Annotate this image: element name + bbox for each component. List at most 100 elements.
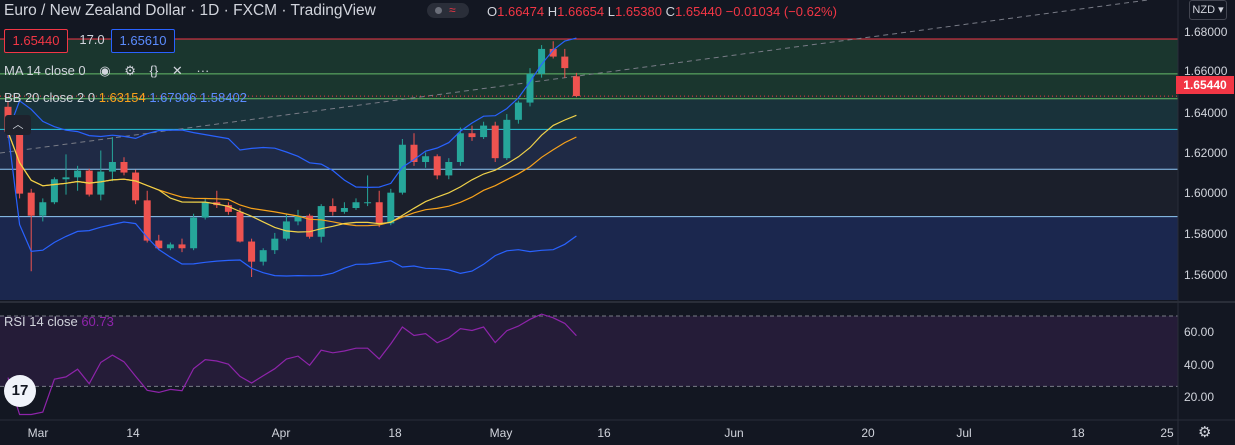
candle-body	[155, 240, 163, 249]
candle-body	[340, 208, 348, 212]
time-tick: Jun	[724, 426, 744, 440]
wave-icon: ≈	[449, 3, 456, 17]
time-tick: 25	[1160, 426, 1174, 440]
candle-body	[503, 119, 511, 159]
candle-body	[282, 221, 290, 239]
market-status-badge[interactable]: ≈	[427, 3, 469, 18]
bb-upper-value: 1.67906	[149, 90, 197, 105]
candle-body	[108, 162, 116, 172]
candle-body	[27, 192, 35, 216]
candle-body	[248, 241, 256, 262]
price-tick: 1.64000	[1184, 106, 1228, 120]
candle-body	[201, 202, 209, 218]
candle-body	[50, 179, 58, 203]
price-tick: 1.56000	[1184, 268, 1228, 282]
candle-body	[398, 144, 406, 193]
bb-basis-value: 1.63154	[98, 90, 146, 105]
candle-body	[480, 125, 488, 138]
ma-indicator-legend[interactable]: MA 14 close 0 ◉ ⚙ {} ✕ ···	[4, 63, 209, 79]
more-icon[interactable]: ···	[196, 63, 210, 78]
bb-lower-line	[7, 131, 577, 277]
symbol-title[interactable]: Euro / New Zealand Dollar · 1D · FXCM · …	[4, 2, 376, 19]
candle-body	[271, 238, 279, 251]
zone-rect	[0, 98, 1178, 130]
rsi-tick: 40.00	[1184, 358, 1215, 372]
bb-upper-line	[7, 37, 577, 189]
candle-body	[526, 73, 534, 103]
bb-indicator-legend[interactable]: BB 20 close 2 0 1.63154 1.67906 1.58402	[4, 90, 247, 105]
zone-rect	[0, 38, 1178, 99]
candle-body	[491, 125, 499, 159]
rsi-legend[interactable]: RSI 14 close 60.73	[4, 314, 114, 329]
candle-body	[97, 171, 105, 195]
rsi-band	[0, 316, 1178, 387]
bb-label: BB 20 close 2 0	[4, 90, 96, 105]
ma-line	[7, 114, 577, 233]
candle-body	[375, 202, 383, 224]
candle-body	[236, 211, 244, 242]
settings-icon[interactable]: ⚙	[124, 63, 136, 78]
rsi-line	[7, 313, 577, 416]
candle-body	[132, 172, 140, 201]
candle-body	[39, 202, 47, 216]
currency-select[interactable]: NZD ▾	[1189, 0, 1227, 20]
time-tick: Apr	[271, 426, 291, 440]
candle-body	[120, 162, 128, 173]
candle-body	[364, 202, 372, 204]
time-tick: Jul	[956, 426, 972, 440]
time-tick: 14	[126, 426, 140, 440]
candle-body	[329, 206, 337, 212]
candle-body	[74, 170, 82, 178]
price-tick: 1.68000	[1184, 25, 1228, 39]
candle-body	[456, 133, 464, 162]
time-tick: 20	[861, 426, 875, 440]
rsi-tick: 60.00	[1184, 325, 1215, 339]
candle-body	[387, 192, 395, 224]
price-tick: 1.60000	[1184, 186, 1228, 200]
close-icon[interactable]: ✕	[171, 63, 183, 78]
candle-body	[433, 156, 441, 176]
candle-body	[561, 56, 569, 69]
sell-price-button[interactable]: 1.65440	[4, 29, 68, 53]
ma-label: MA 14 close 0	[4, 63, 86, 78]
spread-value: 17.0	[79, 32, 105, 47]
collapse-legend-button[interactable]: ︿	[5, 115, 31, 135]
price-tick: 1.62000	[1184, 146, 1228, 160]
gear-icon[interactable]: ⚙	[1198, 424, 1212, 441]
eye-icon[interactable]: ◉	[99, 63, 111, 78]
buy-price-button[interactable]: 1.65610	[111, 29, 175, 53]
candle-body	[445, 162, 453, 176]
time-tick: 18	[388, 426, 402, 440]
candle-body	[306, 215, 314, 237]
price-tick: 1.66000	[1184, 64, 1228, 78]
rsi-value: 60.73	[81, 314, 114, 329]
candle-body	[259, 250, 267, 262]
candle-body	[352, 202, 360, 208]
candle-body	[62, 177, 70, 180]
candle-body	[294, 215, 302, 222]
tradingview-logo[interactable]: 17	[4, 375, 36, 407]
candle-body	[143, 200, 151, 241]
status-dot-icon	[435, 7, 442, 14]
candle-body	[190, 217, 198, 249]
candle-body	[410, 144, 418, 162]
price-tick: 1.58000	[1184, 227, 1228, 241]
candle-body	[166, 244, 174, 249]
candle-body	[224, 205, 232, 212]
candle-body	[549, 48, 557, 57]
candle-body	[317, 206, 325, 237]
zone-rect	[0, 129, 1178, 170]
rsi-tick: 20.00	[1184, 390, 1215, 404]
candle-body	[468, 133, 476, 138]
time-tick: 16	[597, 426, 611, 440]
candle-body	[514, 102, 522, 120]
candle-body	[178, 244, 186, 249]
candle-body	[422, 156, 430, 162]
last-price-tag: 1.65440	[1176, 76, 1234, 94]
zone-rect	[0, 216, 1178, 300]
candle-body	[538, 48, 546, 74]
source-code-icon[interactable]: {}	[149, 63, 159, 78]
bb-lower-value: 1.58402	[199, 90, 247, 105]
time-tick: Mar	[27, 426, 49, 440]
